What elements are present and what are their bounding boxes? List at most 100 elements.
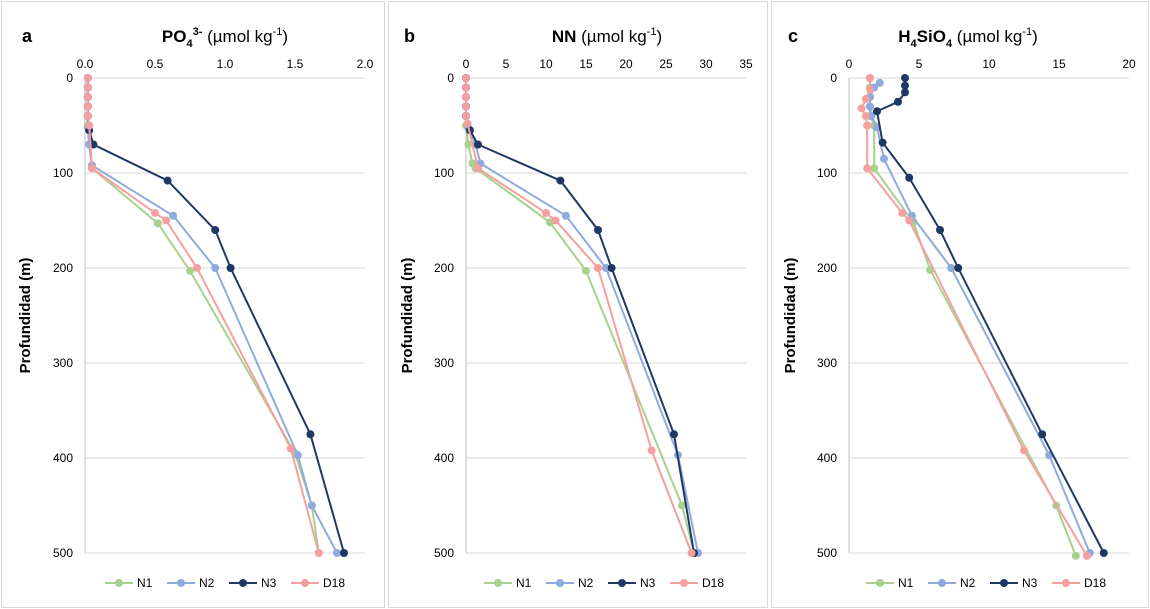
x-tick-label: 10 — [982, 57, 996, 71]
legend-label-N3: N3 — [640, 576, 656, 590]
data-point-D18 — [647, 446, 656, 455]
y-tick-label: 300 — [434, 356, 454, 370]
x-tick-label: 1.0 — [217, 57, 234, 71]
legend-marker-N1 — [876, 579, 884, 587]
x-tick-label: 2.0 — [357, 57, 374, 71]
panel-letter: c — [788, 26, 798, 46]
data-point-N3 — [1038, 430, 1047, 439]
y-tick-label: 500 — [434, 546, 454, 560]
data-point-N2 — [211, 264, 220, 272]
x-tick-label: 30 — [699, 57, 713, 71]
data-point-D18 — [863, 164, 872, 173]
data-point-D18 — [83, 102, 92, 111]
data-point-D18 — [1083, 551, 1091, 560]
y-tick-label: 400 — [817, 451, 837, 465]
data-point-D18 — [594, 264, 602, 272]
data-point-N1 — [870, 164, 879, 173]
data-point-N3 — [594, 226, 602, 234]
data-point-D18 — [462, 74, 470, 82]
data-point-D18 — [1020, 446, 1028, 455]
x-tick-label: 0.5 — [147, 57, 164, 71]
legend-marker-N1 — [115, 579, 123, 587]
chart-title: NN (µmol kg-1) — [552, 26, 662, 46]
data-point-N3 — [306, 430, 315, 439]
data-point-D18 — [314, 549, 323, 557]
data-point-N1 — [1071, 551, 1080, 560]
legend-marker-N2 — [556, 579, 564, 587]
y-tick-label: 200 — [434, 261, 454, 275]
panel-c-frame — [771, 1, 1149, 608]
x-tick-label: 25 — [659, 57, 673, 71]
data-point-N3 — [954, 264, 963, 272]
series-line-N3 — [465, 78, 695, 554]
x-tick-label: 5 — [916, 57, 923, 71]
legend-marker-N3 — [618, 579, 626, 587]
legend-label-D18: D18 — [323, 576, 345, 590]
data-point-N2 — [602, 264, 610, 272]
y-tick-label: 500 — [53, 546, 73, 560]
data-point-D18 — [85, 121, 94, 130]
y-tick-label: 300 — [817, 356, 837, 370]
data-point-N2 — [293, 451, 302, 460]
x-tick-label: 35 — [739, 57, 753, 71]
data-point-N3 — [905, 173, 914, 182]
legend-label-N2: N2 — [578, 576, 594, 590]
legend-label-D18: D18 — [1084, 576, 1106, 590]
legend-label-D18: D18 — [702, 576, 724, 590]
data-point-N3 — [670, 430, 678, 439]
data-point-D18 — [905, 216, 914, 225]
legend-label-N1: N1 — [516, 576, 532, 590]
legend-marker-D18 — [301, 579, 309, 587]
data-point-N1 — [153, 219, 162, 228]
chart-panel-c: 0 100 200 300 400 500 0 5 10 15 20 c H4SiO4 (µmol kg… — [782, 26, 1136, 590]
data-point-N3 — [1099, 549, 1108, 557]
series-line-N3 — [875, 78, 1105, 554]
y-tick-label: 100 — [53, 166, 73, 180]
x-tick-label: 1.5 — [287, 57, 304, 71]
legend-marker-N3 — [239, 579, 247, 587]
y-tick-label: 400 — [434, 451, 454, 465]
data-point-N3 — [556, 176, 565, 185]
data-point-N2 — [880, 154, 888, 163]
data-point-N2 — [562, 211, 570, 220]
panel-a-frame — [1, 1, 385, 608]
data-point-N3 — [878, 138, 887, 147]
x-tick-label: 20 — [619, 57, 633, 71]
data-point-D18 — [83, 74, 92, 82]
data-point-N3 — [901, 74, 909, 82]
chart-panel-a: 0 100 200 300 400 500 0.0 0.5 1.0 1.5 2.0 a PO43- (µ… — [17, 26, 374, 590]
panel-b-frame — [388, 1, 768, 608]
data-point-D18 — [866, 74, 874, 82]
x-tick-label: 0 — [846, 57, 853, 71]
data-point-N2 — [866, 102, 874, 111]
data-point-D18 — [462, 93, 470, 101]
data-point-N3 — [894, 97, 902, 106]
y-axis-label: Profundidad (m) — [399, 258, 416, 374]
legend-label-N1: N1 — [898, 576, 914, 590]
legend-marker-N2 — [938, 579, 946, 587]
data-point-D18 — [861, 112, 870, 120]
y-tick-label: 500 — [817, 546, 837, 560]
data-point-D18 — [857, 104, 866, 113]
data-point-N3 — [936, 226, 944, 234]
y-axis-label: Profundidad (m) — [782, 258, 799, 374]
legend-label-N2: N2 — [199, 576, 215, 590]
data-point-N2 — [947, 264, 956, 272]
data-point-D18 — [151, 208, 159, 217]
series-line-N1 — [465, 78, 695, 554]
y-tick-label: 300 — [53, 356, 73, 370]
x-tick-label: 0 — [463, 57, 470, 71]
y-tick-label: 400 — [53, 451, 73, 465]
legend-marker-N2 — [177, 579, 185, 587]
chart-panel-b: 0 100 200 300 400 500 0 5 10 15 20 25 30 35 b NN (µmol … — [399, 26, 753, 590]
legend-marker-N3 — [1000, 579, 1008, 587]
data-point-N2 — [169, 211, 178, 220]
data-point-N2 — [307, 501, 316, 510]
data-point-N3 — [873, 107, 881, 116]
data-point-D18 — [474, 164, 482, 173]
series-line-D18 — [86, 78, 320, 554]
y-tick-label: 0 — [66, 71, 73, 85]
x-tick-label: 15 — [579, 57, 593, 71]
chart-title: PO43- (µmol kg-1) — [162, 26, 288, 50]
legend-label-N1: N1 — [137, 576, 153, 590]
